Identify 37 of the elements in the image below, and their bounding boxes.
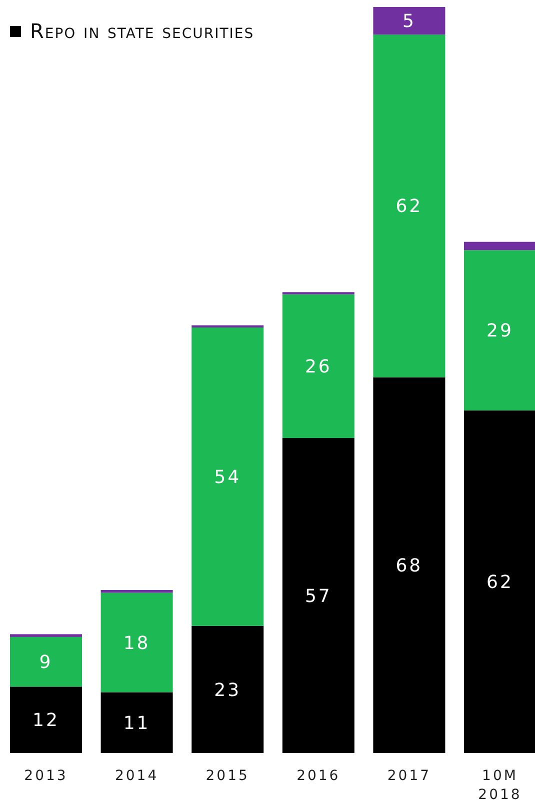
bar bbox=[10, 636, 82, 687]
bar bbox=[373, 377, 446, 753]
legend-label: Repo in state securities bbox=[30, 19, 254, 43]
bar bbox=[10, 634, 82, 637]
x-tick-label: 2015 bbox=[206, 768, 250, 784]
bar bbox=[373, 34, 446, 378]
bar bbox=[10, 686, 82, 753]
bar bbox=[192, 325, 264, 328]
data-label: 29 bbox=[486, 320, 514, 342]
data-label: 57 bbox=[304, 586, 332, 607]
x-tick-label: 10M 2018 bbox=[478, 768, 522, 803]
x-tick-label: 2017 bbox=[387, 768, 432, 784]
data-label: 26 bbox=[304, 356, 332, 378]
bar bbox=[464, 242, 535, 250]
bar bbox=[282, 294, 354, 438]
data-label: 23 bbox=[214, 680, 242, 701]
data-label: 62 bbox=[486, 572, 514, 593]
data-label: 18 bbox=[123, 632, 150, 654]
bar bbox=[100, 692, 173, 753]
bar bbox=[282, 438, 354, 753]
data-label: 54 bbox=[214, 467, 242, 488]
data-label: 9 bbox=[39, 652, 53, 674]
bar bbox=[464, 250, 535, 410]
bar bbox=[192, 328, 264, 626]
bar bbox=[464, 410, 535, 753]
data-label: 11 bbox=[123, 712, 150, 734]
x-tick-label: 2016 bbox=[296, 768, 340, 784]
x-tick-label: 2014 bbox=[114, 768, 159, 784]
data-label: 68 bbox=[396, 555, 423, 576]
bar bbox=[192, 626, 264, 753]
data-label: 5 bbox=[402, 11, 416, 32]
bar bbox=[100, 592, 173, 692]
bar bbox=[373, 7, 446, 35]
bar bbox=[100, 590, 173, 593]
data-label: 12 bbox=[32, 710, 60, 732]
x-tick-label: 2013 bbox=[24, 768, 68, 784]
data-label: 62 bbox=[396, 196, 423, 218]
